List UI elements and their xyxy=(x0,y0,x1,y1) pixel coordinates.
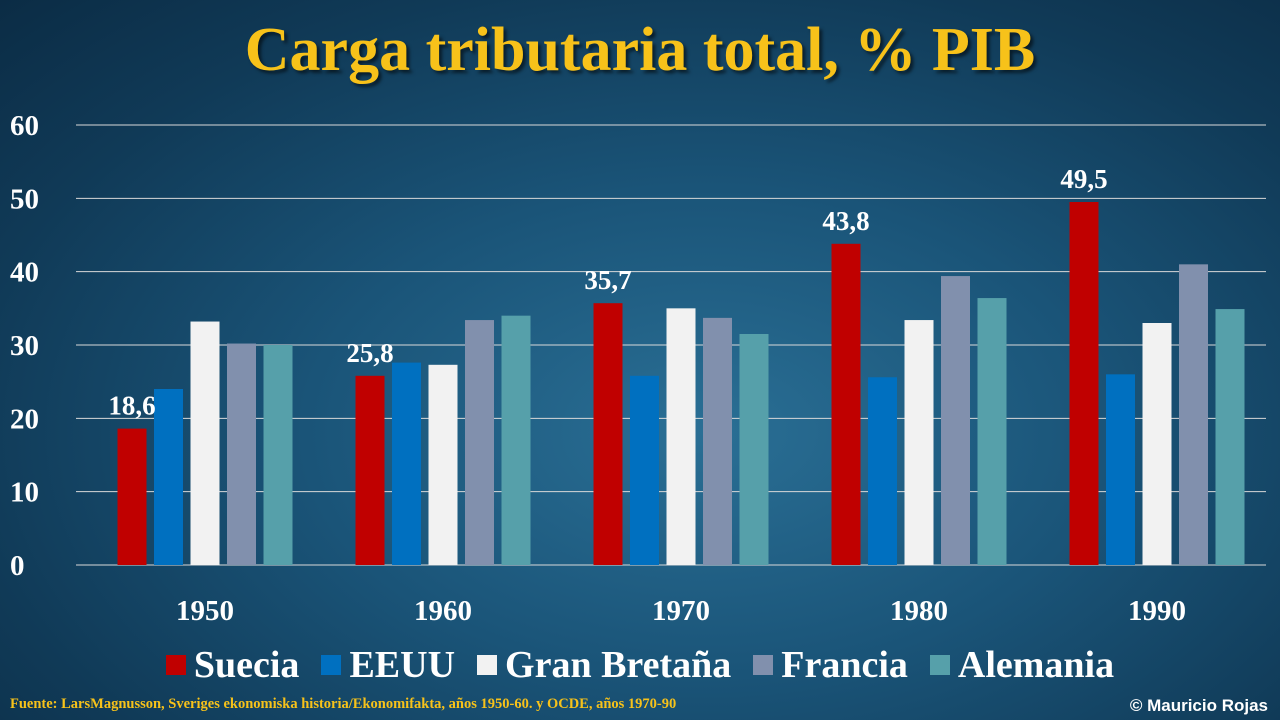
bars xyxy=(117,202,1245,566)
bar-gran-bretaña-1960 xyxy=(428,364,458,565)
legend-swatch xyxy=(929,655,950,675)
bar-gran-bretaña-1950 xyxy=(190,321,220,565)
bar-francia-1960 xyxy=(465,320,494,565)
bar-gran-bretaña-1990 xyxy=(1142,323,1172,565)
legend-swatch xyxy=(321,655,342,675)
y-tick-label: 40 xyxy=(10,257,39,289)
legend-item: Alemania xyxy=(929,643,1115,687)
bar-gran-bretaña-1980 xyxy=(904,320,934,565)
x-tick-label: 1960 xyxy=(414,595,472,627)
legend-label: Alemania xyxy=(957,644,1115,686)
y-tick-label: 30 xyxy=(10,330,39,362)
bar-gran-bretaña-1970 xyxy=(666,308,696,565)
legend-swatch xyxy=(753,655,774,675)
chart-title: Carga tributaria total, % PIB xyxy=(244,16,1036,84)
bar-suecia-1980 xyxy=(831,243,861,566)
bar-eeuu-1970 xyxy=(630,375,659,565)
y-axis: 0 10 20 30 40 50 60 xyxy=(10,110,39,582)
bar-eeuu-1990 xyxy=(1106,374,1135,565)
bar-francia-1990 xyxy=(1179,264,1208,565)
copyright-credit: © Mauricio Rojas xyxy=(1129,696,1268,715)
source-note: Fuente: LarsMagnusson, Sveriges ekonomis… xyxy=(10,696,677,712)
bar-eeuu-1950 xyxy=(154,389,183,565)
bar-eeuu-1980 xyxy=(868,377,897,565)
data-labels: 18,6 25,8 35,7 43,8 49,5 xyxy=(108,164,1107,421)
legend-item: EEUU xyxy=(321,643,455,687)
legend-item: Suecia xyxy=(165,643,300,687)
legend-label: Suecia xyxy=(193,644,300,686)
legend-item: Gran Bretaña xyxy=(477,643,731,687)
legend-label: Francia xyxy=(781,644,908,686)
x-tick-label: 1970 xyxy=(652,595,710,627)
legend-swatch xyxy=(477,655,498,675)
legend-label: Gran Bretaña xyxy=(505,644,732,686)
y-tick-label: 20 xyxy=(10,403,39,435)
bar-francia-1950 xyxy=(227,343,256,565)
bar-alemania-1950 xyxy=(263,345,293,565)
bar-alemania-1970 xyxy=(739,334,769,565)
bar-alemania-1980 xyxy=(977,298,1007,565)
bar-francia-1970 xyxy=(703,317,732,565)
data-label: 43,8 xyxy=(822,206,869,236)
legend-label: EEUU xyxy=(349,644,456,686)
x-axis: 1950 1960 1970 1980 1990 xyxy=(176,595,1186,627)
legend-swatch xyxy=(165,655,186,675)
bar-alemania-1960 xyxy=(501,315,531,565)
data-label: 18,6 xyxy=(108,391,155,421)
y-tick-label: 0 xyxy=(10,550,25,582)
x-tick-label: 1980 xyxy=(890,595,948,627)
data-label: 25,8 xyxy=(346,338,393,368)
bar-suecia-1990 xyxy=(1069,202,1099,565)
x-tick-label: 1950 xyxy=(176,595,234,627)
y-tick-label: 50 xyxy=(10,183,39,215)
bar-suecia-1950 xyxy=(117,428,147,565)
bar-suecia-1970 xyxy=(593,303,623,565)
bar-eeuu-1960 xyxy=(392,362,421,565)
data-label: 49,5 xyxy=(1060,164,1107,194)
y-tick-label: 60 xyxy=(10,110,39,142)
data-label: 35,7 xyxy=(584,265,631,295)
bar-suecia-1960 xyxy=(355,375,385,565)
bar-francia-1980 xyxy=(941,276,970,565)
x-tick-label: 1990 xyxy=(1128,595,1186,627)
legend-item: Francia xyxy=(753,643,908,687)
legend: Suecia EEUU Gran Bretaña Francia Alemania xyxy=(0,640,1280,690)
y-tick-label: 10 xyxy=(10,477,39,509)
bar-alemania-1990 xyxy=(1215,309,1245,565)
